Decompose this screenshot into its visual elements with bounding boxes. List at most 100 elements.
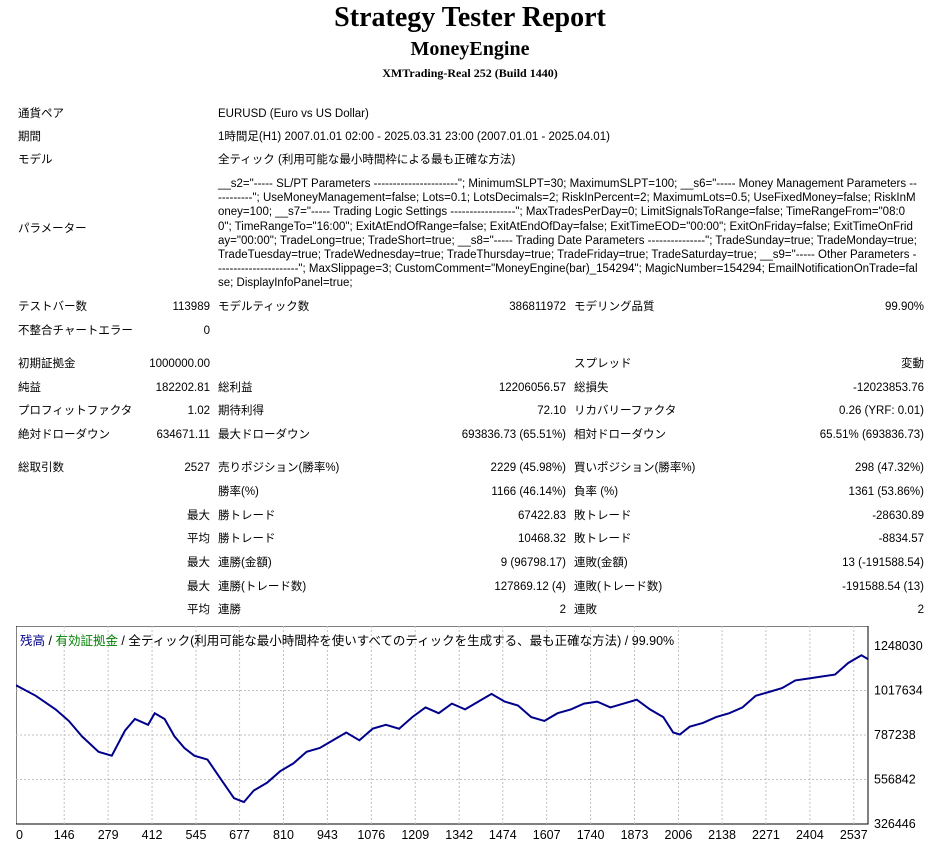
x-tick-label: 2138	[708, 828, 736, 842]
short-label: 売りポジション(勝率%)	[218, 462, 340, 474]
symbol-value: EURUSD (Euro vs US Dollar)	[218, 108, 369, 120]
legend-sep-1: /	[45, 634, 56, 648]
winrate-label: 勝率(%)	[218, 486, 259, 498]
model-value: 全ティック (利用可能な最小時間枠による最も正確な方法)	[218, 154, 516, 166]
winrate-value: 1166 (46.14%)	[491, 486, 566, 498]
period-label: 期間	[18, 131, 41, 143]
legend-model: 全ティック(利用可能な最小時間枠を使いすべてのティックを生成する、最も正確な方法…	[128, 634, 622, 648]
y-tick-label: 556842	[874, 773, 916, 787]
x-tick-label: 2006	[665, 828, 693, 842]
model-label: モデル	[18, 154, 53, 166]
consec-win-money-value: 9 (96798.17)	[500, 557, 566, 569]
quality-label: モデリング品質	[574, 301, 655, 313]
average-prefix: 平均	[187, 533, 210, 545]
trades-label: 総取引数	[18, 462, 64, 474]
plot-area	[16, 626, 869, 825]
long-label: 買いポジション(勝率%)	[574, 462, 696, 474]
x-tick-label: 279	[98, 828, 119, 842]
params-value: __s2="----- SL/PT Parameters -----------…	[218, 178, 918, 290]
maxdd-value: 693836.73 (65.51%)	[461, 429, 566, 441]
avg-win-value: 10468.32	[518, 533, 566, 545]
legend-equity: 有効証拠金	[55, 634, 118, 648]
lossrate-label: 負率 (%)	[574, 486, 619, 498]
x-tick-label: 2537	[840, 828, 868, 842]
expected-value: 72.10	[537, 405, 566, 417]
report-title: Strategy Tester Report	[334, 2, 606, 33]
maxconsec-money-prefix: 最大	[187, 557, 210, 569]
consec-loss-money-label: 連敗(金額)	[574, 557, 628, 569]
bars-label: テストバー数	[18, 301, 87, 313]
legend-quality: 99.90%	[631, 634, 675, 648]
grossprofit-label: 総利益	[218, 382, 253, 394]
consec-loss-trades-value: -191588.54 (13)	[842, 581, 924, 593]
y-tick-label: 787238	[874, 728, 916, 742]
x-tick-label: 1873	[621, 828, 649, 842]
largest-loss-label: 敗トレード	[574, 510, 632, 522]
x-tick-label: 1209	[401, 828, 429, 842]
recovery-label: リカバリーファクタ	[574, 405, 677, 417]
avgconsec-prefix: 平均	[187, 604, 210, 616]
avg-consec-win-label: 連勝	[218, 604, 241, 616]
x-tick-label: 1076	[357, 828, 385, 842]
x-tick-label: 2404	[796, 828, 824, 842]
params-label: パラメーター	[18, 223, 87, 235]
largest-win-value: 67422.83	[518, 510, 566, 522]
reldd-value: 65.51% (693836.73)	[819, 429, 924, 441]
x-tick-label: 2271	[752, 828, 780, 842]
mismatch-label: 不整合チャートエラー	[18, 325, 133, 337]
deposit-label: 初期証拠金	[18, 358, 76, 370]
y-tick-label: 1248030	[874, 639, 923, 653]
short-value: 2229 (45.98%)	[490, 462, 566, 474]
avg-consec-win-value: 2	[559, 604, 566, 616]
maxconsec-trades-prefix: 最大	[187, 581, 210, 593]
avg-loss-label: 敗トレード	[574, 533, 632, 545]
largest-prefix: 最大	[187, 510, 210, 522]
pf-value: 1.02	[187, 405, 210, 417]
balance-chart: 1248030 1017634 787238 556842 326446 0 146 279…	[16, 626, 923, 842]
grossloss-value: -12023853.76	[853, 382, 924, 394]
x-tick-label: 810	[273, 828, 294, 842]
spread-label: スプレッド	[574, 358, 632, 370]
consec-loss-money-value: 13 (-191588.54)	[842, 557, 924, 569]
trades-value: 2527	[184, 462, 210, 474]
largest-win-label: 勝トレード	[218, 510, 276, 522]
spread-value: 変動	[901, 358, 924, 370]
quality-value: 99.90%	[884, 301, 924, 313]
symbol-label: 通貨ペア	[18, 108, 64, 120]
mismatch-value: 0	[203, 325, 210, 337]
x-tick-label: 545	[186, 828, 207, 842]
long-value: 298 (47.32%)	[854, 462, 924, 474]
pf-label: プロフィットファクタ	[18, 405, 133, 417]
avg-consec-loss-value: 2	[917, 604, 924, 616]
x-tick-label: 677	[229, 828, 250, 842]
x-tick-label: 1474	[489, 828, 517, 842]
y-tick-label: 1017634	[874, 684, 923, 698]
maxdd-label: 最大ドローダウン	[218, 429, 310, 441]
chart-legend: 残高 / 有効証拠金 / 全ティック(利用可能な最小時間枠を使いすべてのティック…	[20, 630, 674, 649]
x-tick-label: 1342	[445, 828, 473, 842]
x-tick-label: 0	[16, 828, 23, 842]
y-tick-label: 326446	[874, 817, 916, 831]
avg-loss-value: -8834.57	[878, 533, 924, 545]
deposit-value: 1000000.00	[149, 358, 210, 370]
grossloss-label: 総損失	[574, 382, 609, 394]
x-tick-label: 412	[142, 828, 163, 842]
bars-value: 113989	[172, 301, 210, 313]
period-value: 1時間足(H1) 2007.01.01 02:00 - 2025.03.31 2…	[218, 131, 610, 143]
avg-win-label: 勝トレード	[218, 533, 276, 545]
recovery-value: 0.26 (YRF: 0.01)	[838, 405, 924, 417]
avg-consec-loss-label: 連敗	[574, 604, 597, 616]
x-tick-label: 146	[54, 828, 75, 842]
broker-build: XMTrading-Real 252 (Build 1440)	[382, 66, 558, 80]
balance-line	[16, 654, 869, 804]
reldd-label: 相対ドローダウン	[574, 429, 666, 441]
largest-loss-value: -28630.89	[872, 510, 924, 522]
x-tick-label: 943	[317, 828, 338, 842]
absdd-value: 634671.11	[156, 429, 210, 441]
consec-win-trades-value: 127869.12 (4)	[494, 581, 566, 593]
netprofit-label: 純益	[18, 382, 41, 394]
lossrate-value: 1361 (53.86%)	[848, 486, 924, 498]
legend-sep-3: /	[621, 634, 632, 648]
legend-sep-2: /	[117, 634, 129, 648]
ticks-value: 386811972	[509, 301, 566, 313]
